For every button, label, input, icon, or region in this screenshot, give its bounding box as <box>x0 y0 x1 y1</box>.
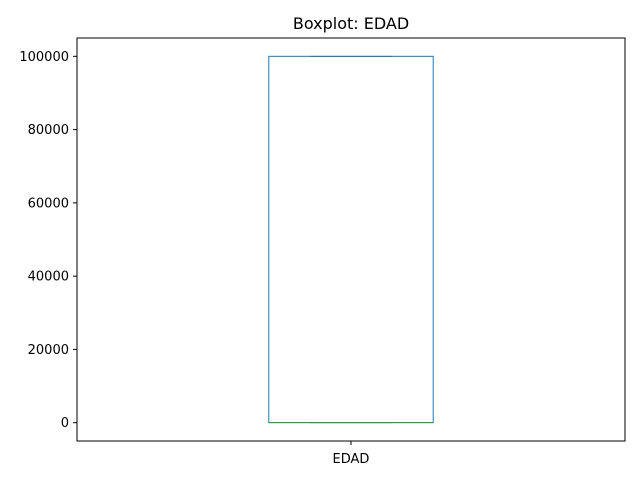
y-tick-label: 40000 <box>28 270 69 285</box>
y-tick-label: 100000 <box>19 50 69 65</box>
plot-area-frame <box>76 37 626 442</box>
chart-title: Boxplot: EDAD <box>293 14 409 33</box>
y-tick-label: 60000 <box>28 196 69 211</box>
y-tick-label: 0 <box>61 416 69 431</box>
y-tick-label: 80000 <box>28 123 69 138</box>
x-tick-label: EDAD <box>333 452 370 467</box>
box-iqr <box>268 55 434 424</box>
y-tick-label: 20000 <box>28 343 69 358</box>
